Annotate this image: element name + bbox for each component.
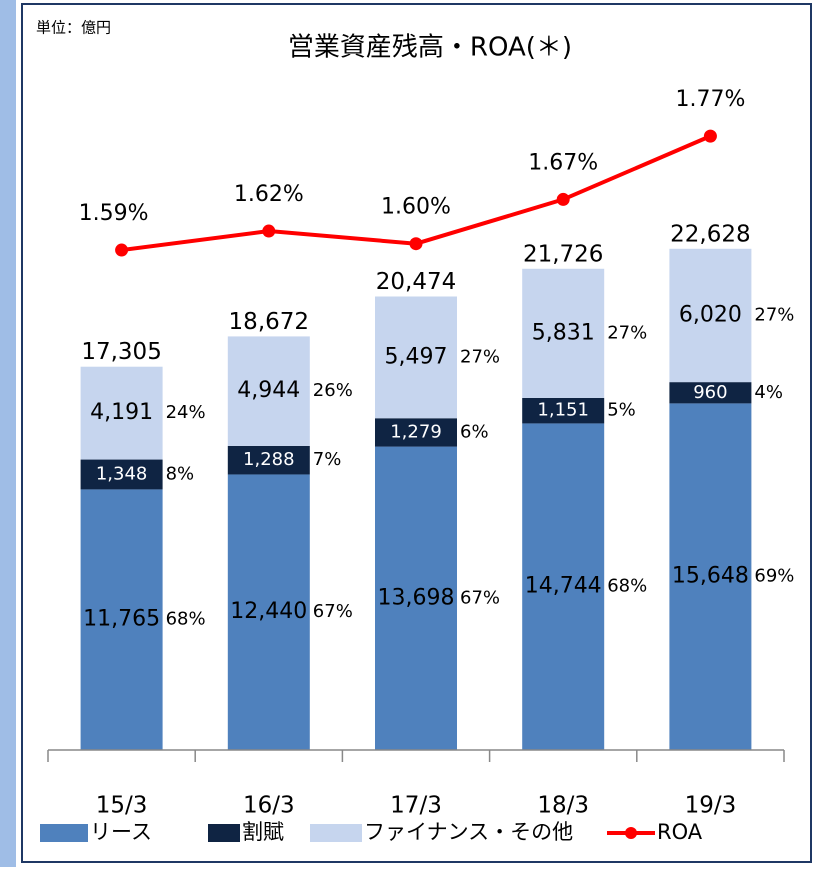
roa-label: 1.77% [675,87,745,112]
bar-segment [375,446,457,750]
legend-swatch [40,824,88,842]
bar-segment [227,336,310,446]
value-label: 14,744 [525,574,602,599]
bar-segment [80,459,163,490]
bar-segment [669,248,752,383]
bar-segment [80,366,163,460]
total-label: 21,726 [523,241,603,267]
value-label: 960 [693,382,727,403]
bar-segment [80,489,163,750]
legend-label: ROA [657,820,703,844]
point [115,243,129,257]
x-tick-label: 19/3 [685,793,737,819]
x-tick-label: 18/3 [537,793,589,819]
side-strip [0,0,16,867]
legend-swatch [208,824,240,842]
share-label: 68% [607,576,647,597]
total-label: 22,628 [670,221,750,247]
point [703,129,717,143]
value-label: 5,831 [532,320,595,345]
point [262,224,276,238]
share-label: 68% [166,609,206,630]
value-label: 12,440 [230,599,307,624]
share-label: 7% [313,449,342,470]
bar-segment [522,423,605,750]
share-label: 27% [754,304,794,325]
roa-label: 1.60% [381,195,451,220]
total-label: 20,474 [376,269,456,295]
value-label: 1,288 [243,449,295,470]
point [556,192,570,206]
bar-segment [669,382,752,404]
bar-segment [375,418,457,447]
value-label: 4,191 [90,400,153,425]
chart-title: 営業資産残高・ROA(＊) [288,33,572,63]
share-label: 69% [754,566,794,587]
x-tick-label: 15/3 [96,793,148,819]
share-label: 4% [754,382,783,403]
value-label: 4,944 [237,378,300,403]
roa-label: 1.62% [234,182,304,207]
share-label: 27% [607,322,647,343]
value-label: 1,348 [96,463,148,484]
total-label: 17,305 [81,339,161,365]
roa-label: 1.59% [79,201,149,226]
share-label: 27% [460,346,500,367]
share-label: 8% [166,463,195,484]
share-label: 6% [460,421,489,442]
value-label: 1,151 [537,400,589,421]
x-tick-label: 16/3 [243,793,295,819]
value-label: 15,648 [672,564,749,589]
point [409,237,423,251]
bar-segment [227,474,310,750]
total-label: 18,672 [229,309,309,335]
value-label: 5,497 [385,344,448,369]
value-label: 6,020 [679,302,742,327]
legend-label: 割賦 [242,820,284,844]
share-label: 26% [313,380,353,401]
value-label: 1,279 [390,421,442,442]
bar-segment [669,403,752,750]
bar-segment [375,296,457,419]
legend-dot [625,827,637,839]
roa-label: 1.67% [528,150,598,175]
share-label: 5% [607,400,636,421]
x-tick-label: 17/3 [390,793,442,819]
share-label: 67% [313,601,353,622]
unit-note: 単位：億円 [36,19,111,37]
bar-segment [227,445,310,475]
legend-label: リース [90,820,152,844]
value-label: 11,765 [83,607,160,632]
bar-segment [522,268,605,398]
share-label: 24% [166,402,206,423]
value-label: 13,698 [378,585,455,610]
bar-segment [522,397,605,424]
legend-swatch [310,824,362,842]
share-label: 67% [460,587,500,608]
legend-label: ファイナンス・その他 [364,820,573,844]
